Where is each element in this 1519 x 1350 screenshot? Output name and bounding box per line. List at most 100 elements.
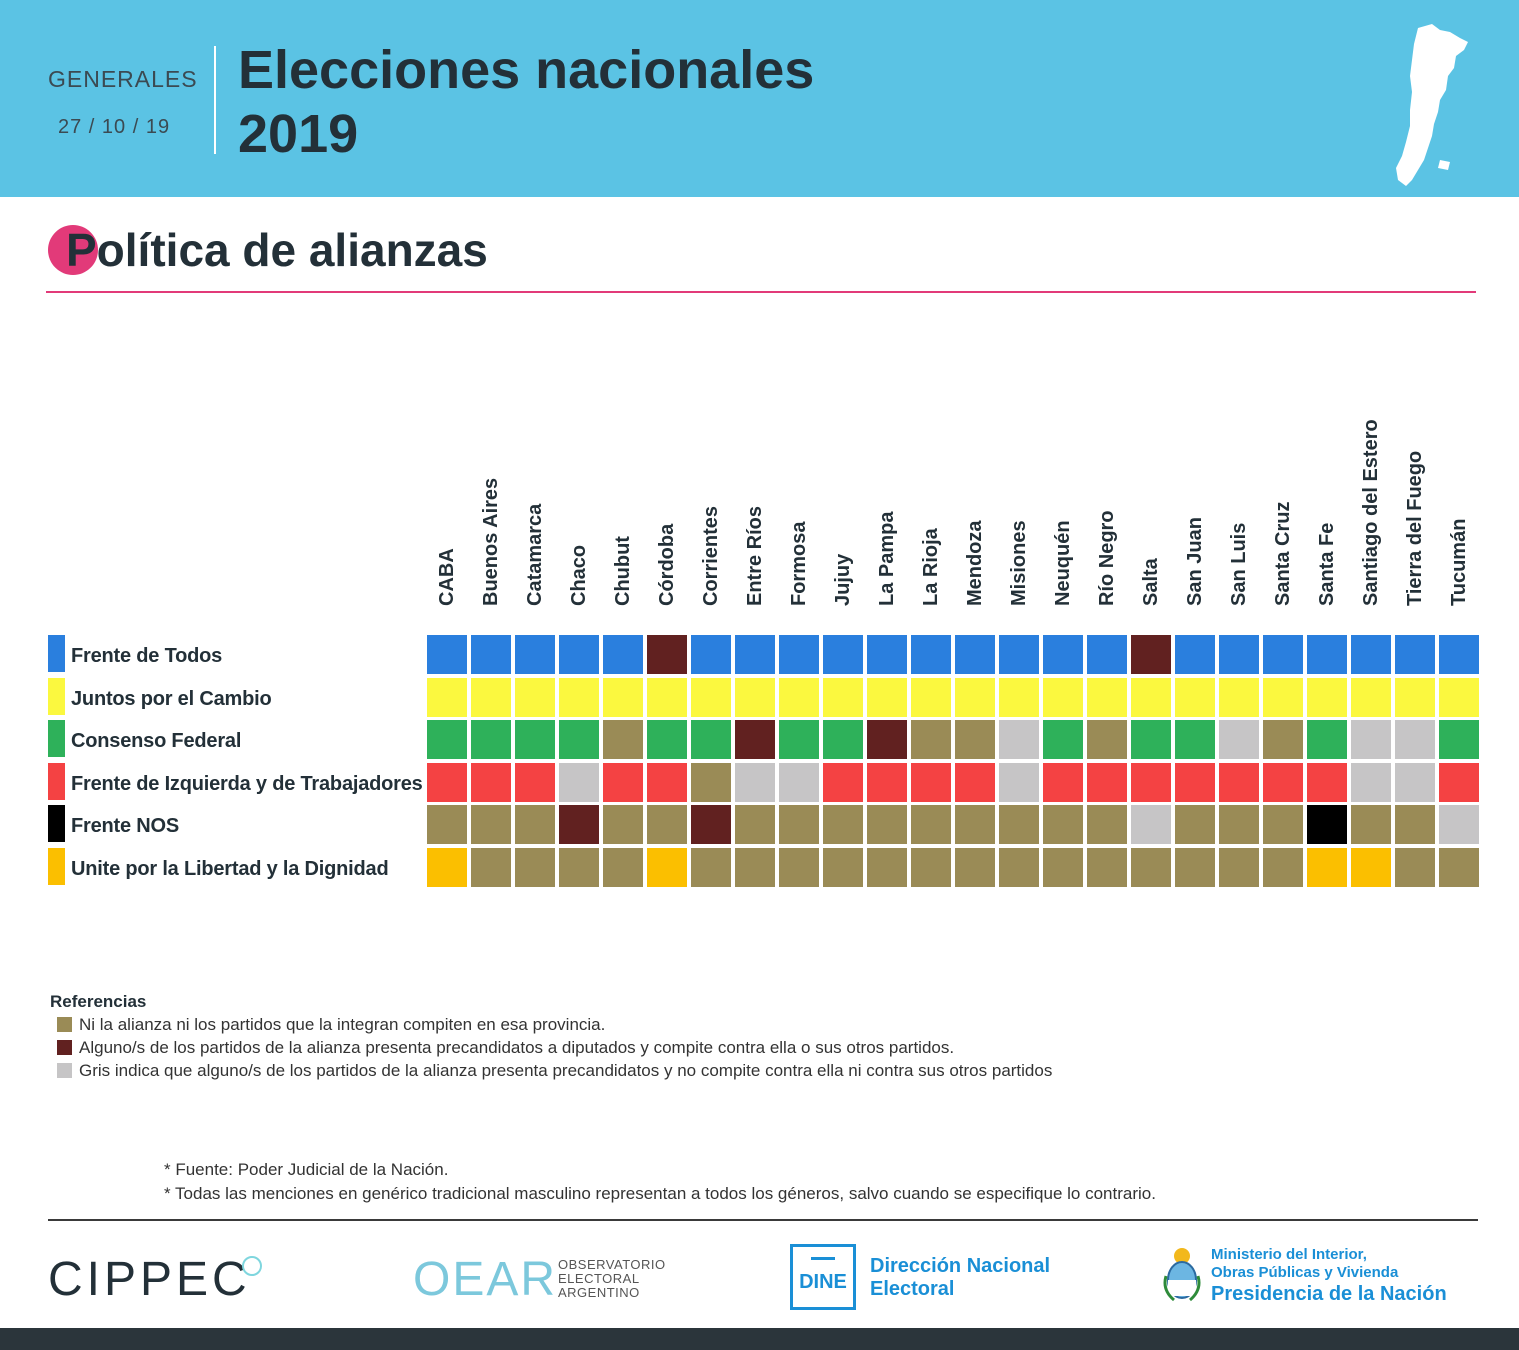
- matrix-cell: [647, 677, 687, 717]
- header-divider: [214, 46, 216, 154]
- province-label-cordoba: Córdoba: [656, 523, 678, 606]
- matrix-cell: [779, 635, 819, 674]
- matrix-cell: [735, 762, 775, 802]
- matrix-cell: [955, 635, 995, 674]
- matrix-cell: [427, 762, 467, 802]
- province-label-san-juan: San Juan: [1184, 517, 1206, 606]
- matrix-cell: [647, 720, 687, 760]
- matrix-cell: [1175, 762, 1215, 802]
- matrix-cell: [1263, 635, 1303, 674]
- alliance-label-consenso-federal: Consenso Federal: [71, 730, 242, 753]
- matrix-cell: [1263, 805, 1303, 845]
- alliance-label-juntos-por-el-cambio: Juntos por el Cambio: [71, 687, 272, 710]
- matrix-cell: [1439, 720, 1479, 760]
- matrix-cell: [955, 762, 995, 802]
- alliance-swatch-frente-nos: [48, 805, 65, 843]
- note-source: * Fuente: Poder Judicial de la Nación.: [164, 1160, 449, 1179]
- province-label-chaco: Chaco: [568, 544, 590, 606]
- province-label-caba: CABA: [436, 548, 458, 606]
- matrix-cell: [911, 635, 951, 674]
- matrix-cell: [427, 720, 467, 760]
- matrix-cell: [911, 762, 951, 802]
- matrix-cell: [1307, 762, 1347, 802]
- election-date: 27 / 10 / 19: [58, 116, 171, 138]
- legend-text: Gris indica que alguno/s de los partidos…: [79, 1061, 1053, 1080]
- dine-name-line1: Dirección Nacional: [870, 1255, 1051, 1277]
- matrix-cell: [603, 635, 643, 674]
- matrix-cell: [823, 762, 863, 802]
- matrix-cell: [823, 720, 863, 760]
- matrix-cell: [1131, 848, 1171, 887]
- ministerio-line1: Ministerio del Interior,: [1211, 1246, 1367, 1263]
- matrix-cell: [1307, 848, 1347, 887]
- matrix-cell: [911, 848, 951, 887]
- matrix-cell: [999, 762, 1039, 802]
- page-title: Elecciones nacionales 2019: [238, 38, 814, 166]
- matrix-cell: [471, 805, 511, 845]
- matrix-cell: [1439, 762, 1479, 802]
- alliance-swatch-juntos-por-el-cambio: [48, 677, 65, 715]
- header-banner: GENERALES 27 / 10 / 19 Elecciones nacion…: [0, 0, 1519, 197]
- province-label-tucuman: Tucumán: [1448, 518, 1470, 606]
- matrix-cell: [471, 677, 511, 717]
- matrix-cell: [1351, 720, 1391, 760]
- dine-name-line2: Electoral: [870, 1278, 955, 1300]
- matrix-cell: [823, 677, 863, 717]
- oear-logo: OEAR: [413, 1253, 558, 1306]
- alliance-swatch-consenso-federal: [48, 720, 65, 758]
- matrix-cell: [867, 677, 907, 717]
- matrix-cell: [999, 805, 1039, 845]
- matrix-cell: [1219, 762, 1259, 802]
- matrix-cell: [1219, 635, 1259, 674]
- matrix-cell: [1219, 848, 1259, 887]
- matrix-cell: [867, 805, 907, 845]
- matrix-cell: [559, 635, 599, 674]
- matrix-cell: [471, 635, 511, 674]
- province-label-jujuy: Jujuy: [832, 553, 854, 606]
- matrix-cell: [955, 848, 995, 887]
- province-label-tierra-del-fuego: Tierra del Fuego: [1404, 450, 1426, 606]
- matrix-cell: [999, 720, 1039, 760]
- province-label-formosa: Formosa: [788, 521, 810, 606]
- matrix-cell: [515, 677, 555, 717]
- province-label-entre-rios: Entre Ríos: [744, 505, 766, 606]
- matrix-cell: [999, 677, 1039, 717]
- matrix-cell: [471, 720, 511, 760]
- province-label-san-luis: San Luis: [1228, 522, 1250, 606]
- matrix-cell: [735, 848, 775, 887]
- matrix-cell: [559, 720, 599, 760]
- dine-logo-bar: [811, 1257, 835, 1260]
- matrix-cell: [999, 848, 1039, 887]
- section-title-text: Política de alianzas: [66, 224, 488, 276]
- presidencia-name: Presidencia de la Nación: [1211, 1283, 1447, 1305]
- matrix-cell: [1043, 677, 1083, 717]
- province-label-chubut: Chubut: [612, 536, 634, 606]
- section-rule: [46, 291, 1476, 293]
- matrix-cell: [1307, 805, 1347, 845]
- matrix-cell: [1043, 805, 1083, 845]
- matrix-cell: [691, 805, 731, 845]
- dine-logo-text: DINE: [799, 1271, 847, 1293]
- matrix-cell: [1043, 720, 1083, 760]
- bottom-bar: [0, 1328, 1519, 1350]
- matrix-cell: [427, 677, 467, 717]
- province-label-catamarca: Catamarca: [524, 503, 546, 606]
- matrix-cell: [603, 805, 643, 845]
- matrix-cell: [1175, 635, 1215, 674]
- dine-name: Dirección Nacional Electoral: [870, 1255, 1050, 1301]
- matrix-cell: [735, 635, 775, 674]
- matrix-cell: [1131, 677, 1171, 717]
- matrix-cell: [999, 635, 1039, 674]
- province-label-santa-cruz: Santa Cruz: [1272, 501, 1294, 606]
- note-gender: * Todas las menciones en genérico tradic…: [164, 1184, 1156, 1203]
- oear-sub-line1: OBSERVATORIO: [558, 1257, 666, 1272]
- matrix-cell: [559, 805, 599, 845]
- matrix-cell: [1395, 762, 1435, 802]
- alliance-label-frente-nos: Frente NOS: [71, 815, 180, 838]
- section-title-dot: [48, 225, 98, 275]
- matrix-cell: [955, 720, 995, 760]
- cippec-logo: CIPPEC: [48, 1253, 251, 1306]
- province-label-misiones: Misiones: [1008, 520, 1030, 606]
- matrix-cell: [779, 848, 819, 887]
- oear-sub-line3: ARGENTINO: [558, 1285, 640, 1300]
